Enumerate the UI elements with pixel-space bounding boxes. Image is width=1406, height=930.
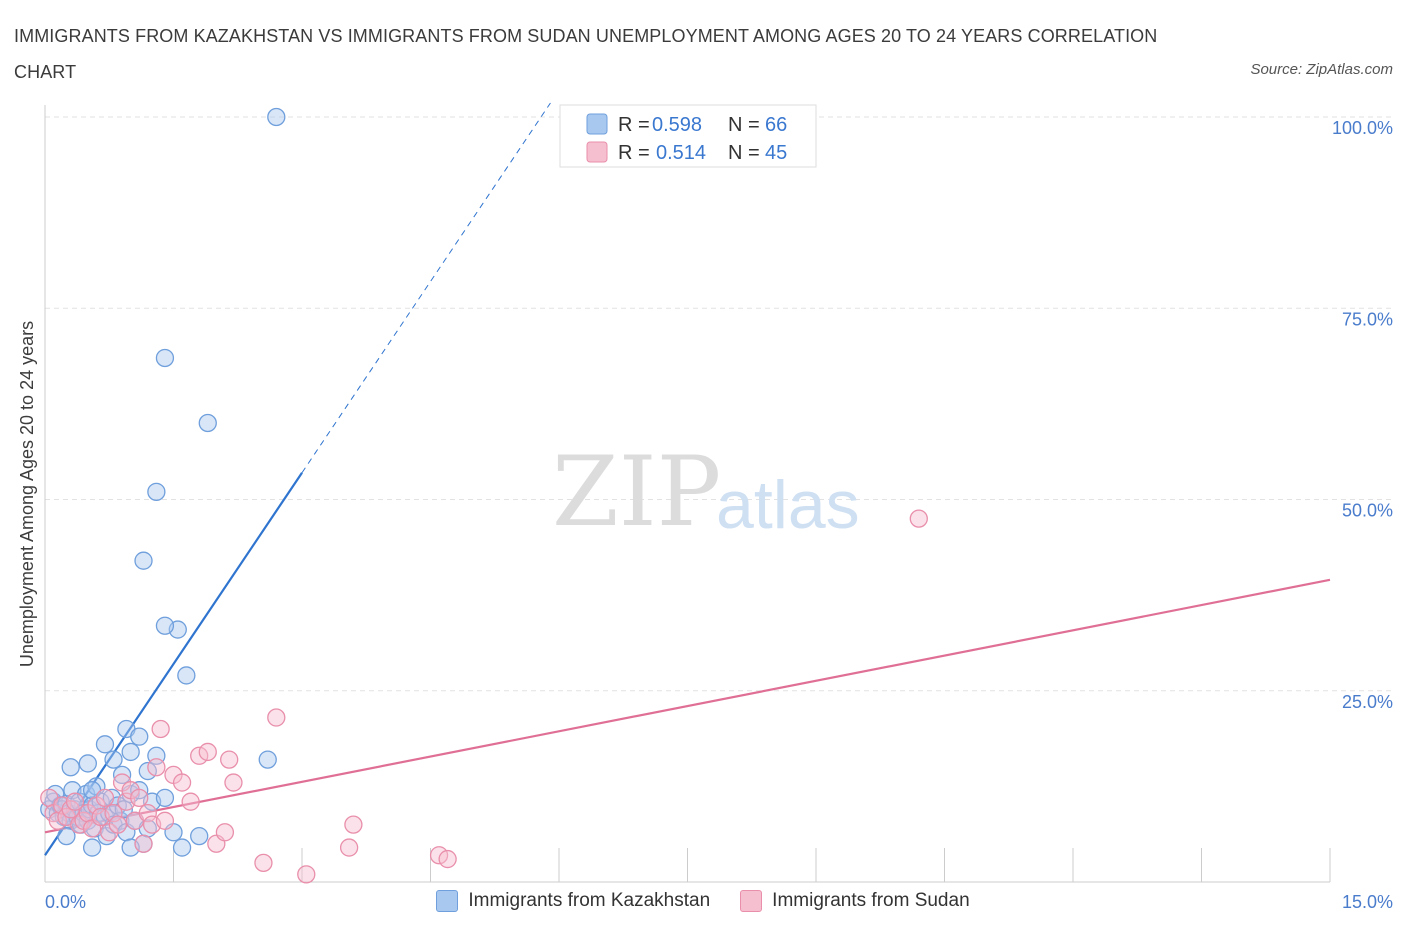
- point-sudan: [130, 788, 149, 807]
- point-sudan: [339, 838, 359, 857]
- watermark-zip: ZIP: [552, 436, 721, 548]
- legend-item-sudan: Immigrants from Sudan: [740, 890, 970, 912]
- point-kazakhstan: [155, 348, 175, 368]
- legend-swatch-sudan: [740, 890, 763, 912]
- stats-r-label-2: R =: [618, 142, 650, 164]
- stats-box: R = 0.598 N = 66 R = 0.514 N = 45: [559, 104, 817, 168]
- point-sudan: [297, 865, 316, 884]
- point-kazakhstan: [112, 765, 132, 785]
- point-sudan: [254, 853, 273, 873]
- x-tick-max: 15.0%: [1342, 892, 1393, 912]
- point-sudan: [909, 509, 928, 528]
- y-axis-label: Unemployment Among Ages 20 to 24 years: [17, 321, 37, 667]
- y-tick-label: 75.0%: [1342, 309, 1393, 329]
- y-tick-label: 50.0%: [1342, 501, 1393, 521]
- point-kazakhstan: [147, 482, 166, 502]
- point-sudan: [224, 773, 243, 792]
- stats-r-value-1: 0.598: [652, 114, 702, 136]
- point-sudan: [138, 804, 157, 823]
- point-sudan: [134, 834, 153, 853]
- point-sudan: [151, 719, 170, 739]
- point-sudan: [108, 815, 127, 834]
- point-kazakhstan: [95, 735, 115, 754]
- point-kazakhstan: [267, 107, 286, 127]
- point-sudan: [438, 849, 457, 869]
- point-kazakhstan: [104, 750, 123, 769]
- legend-item-kazakhstan: Immigrants from Kazakhstan: [436, 890, 710, 912]
- point-sudan: [172, 773, 192, 792]
- trend-lines: [44, 102, 1331, 856]
- grid-lines: [45, 116, 1393, 692]
- trend-line-sudan: [44, 578, 1331, 834]
- point-kazakhstan: [190, 826, 209, 846]
- point-sudan: [344, 815, 363, 834]
- point-sudan: [147, 758, 166, 777]
- source-label: Source: ZipAtlas.com: [1250, 61, 1393, 78]
- stats-swatch-sudan: [586, 141, 608, 163]
- point-sudan: [155, 811, 175, 830]
- stats-swatch-kazakhstan: [586, 113, 608, 135]
- legend: Immigrants from Kazakhstan Immigrants fr…: [0, 890, 1406, 912]
- point-kazakhstan: [155, 616, 175, 635]
- stats-n-value-2: 45: [765, 142, 787, 164]
- chart-title: IMMIGRANTS FROM KAZAKHSTAN VS IMMIGRANTS…: [14, 26, 1158, 82]
- point-kazakhstan: [130, 727, 149, 746]
- point-kazakhstan: [198, 413, 217, 433]
- x-tick-min: 0.0%: [45, 892, 86, 912]
- trend-line-kazakhstan: [44, 472, 303, 856]
- point-kazakhstan: [177, 666, 196, 685]
- point-kazakhstan: [57, 826, 76, 846]
- legend-label-kazakhstan: Immigrants from Kazakhstan: [468, 890, 711, 911]
- point-kazakhstan: [82, 838, 102, 857]
- point-sudan: [95, 788, 115, 807]
- point-kazakhstan: [61, 758, 80, 777]
- stats-r-value-2: 0.514: [656, 142, 706, 164]
- point-kazakhstan: [121, 742, 140, 762]
- data-points: [40, 107, 928, 884]
- point-sudan: [267, 708, 286, 727]
- y-tick-labels: 25.0% 50.0% 75.0% 100.0%: [1332, 118, 1393, 712]
- point-kazakhstan: [134, 551, 153, 570]
- point-kazakhstan: [258, 750, 277, 769]
- point-kazakhstan: [63, 781, 82, 800]
- legend-label-sudan: Immigrants from Sudan: [772, 890, 970, 911]
- point-sudan: [429, 846, 449, 865]
- y-tick-label: 25.0%: [1342, 692, 1393, 712]
- axes: [44, 105, 1331, 883]
- point-kazakhstan: [155, 788, 175, 807]
- point-kazakhstan: [138, 761, 157, 781]
- point-sudan: [104, 804, 123, 823]
- point-kazakhstan: [172, 838, 192, 857]
- point-sudan: [220, 750, 239, 769]
- point-sudan: [181, 792, 200, 811]
- stats-r-label-1: R =: [618, 114, 650, 136]
- y-tick-label: 100.0%: [1332, 118, 1393, 138]
- point-sudan: [198, 742, 217, 762]
- point-kazakhstan: [78, 754, 97, 773]
- stats-n-label-1: N =: [728, 114, 760, 136]
- stats-n-value-1: 66: [765, 114, 787, 136]
- point-sudan: [190, 746, 209, 765]
- trend-extension-kazakhstan: [301, 102, 551, 474]
- point-sudan: [215, 823, 235, 842]
- stats-n-label-2: N =: [728, 142, 760, 164]
- watermark-atlas: atlas: [716, 467, 860, 543]
- point-sudan: [65, 792, 85, 811]
- legend-swatch-kazakhstan: [436, 890, 459, 912]
